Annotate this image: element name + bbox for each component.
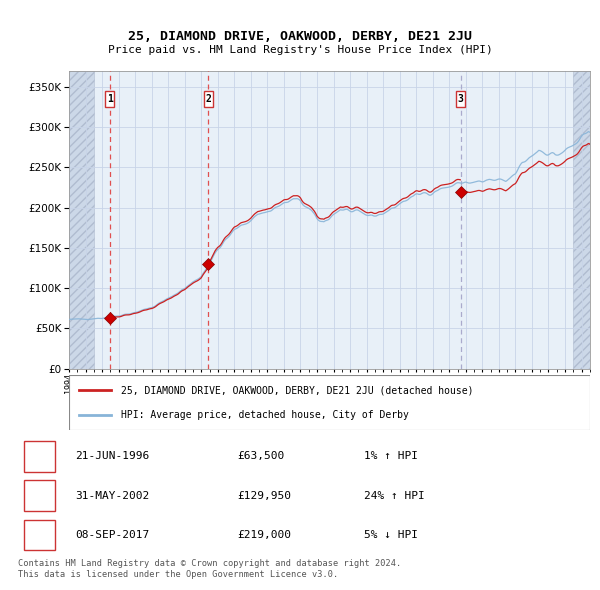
Text: 1: 1: [107, 94, 113, 104]
Text: £129,950: £129,950: [237, 491, 291, 500]
Text: 2: 2: [205, 94, 211, 104]
FancyBboxPatch shape: [456, 91, 465, 107]
Text: 24% ↑ HPI: 24% ↑ HPI: [364, 491, 424, 500]
Bar: [573, 71, 590, 369]
Text: 31-MAY-2002: 31-MAY-2002: [76, 491, 150, 500]
FancyBboxPatch shape: [105, 91, 115, 107]
Text: Contains HM Land Registry data © Crown copyright and database right 2024.
This d: Contains HM Land Registry data © Crown c…: [18, 559, 401, 579]
FancyBboxPatch shape: [203, 91, 213, 107]
Text: 25, DIAMOND DRIVE, OAKWOOD, DERBY, DE21 2JU: 25, DIAMOND DRIVE, OAKWOOD, DERBY, DE21 …: [128, 30, 472, 42]
Text: 25, DIAMOND DRIVE, OAKWOOD, DERBY, DE21 2JU (detached house): 25, DIAMOND DRIVE, OAKWOOD, DERBY, DE21 …: [121, 385, 473, 395]
Text: HPI: Average price, detached house, City of Derby: HPI: Average price, detached house, City…: [121, 411, 409, 421]
Text: 5% ↓ HPI: 5% ↓ HPI: [364, 530, 418, 540]
Text: £63,500: £63,500: [237, 451, 284, 461]
Text: Price paid vs. HM Land Registry's House Price Index (HPI): Price paid vs. HM Land Registry's House …: [107, 45, 493, 55]
Text: 1: 1: [36, 451, 43, 461]
Text: £219,000: £219,000: [237, 530, 291, 540]
Text: 3: 3: [36, 530, 43, 540]
FancyBboxPatch shape: [69, 375, 590, 430]
Text: 2: 2: [36, 491, 43, 500]
Text: 08-SEP-2017: 08-SEP-2017: [76, 530, 150, 540]
Text: 1% ↑ HPI: 1% ↑ HPI: [364, 451, 418, 461]
FancyBboxPatch shape: [24, 520, 55, 550]
Text: 3: 3: [458, 94, 463, 104]
Text: 21-JUN-1996: 21-JUN-1996: [76, 451, 150, 461]
FancyBboxPatch shape: [24, 441, 55, 471]
Bar: [69, 71, 94, 369]
FancyBboxPatch shape: [24, 480, 55, 511]
